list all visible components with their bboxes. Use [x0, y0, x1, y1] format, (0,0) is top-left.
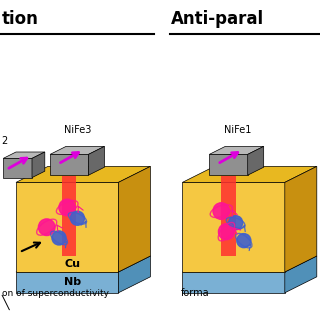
Text: Nb: Nb — [64, 277, 81, 287]
Polygon shape — [209, 155, 248, 175]
Circle shape — [52, 231, 66, 245]
Polygon shape — [88, 147, 104, 175]
Polygon shape — [50, 155, 88, 175]
Text: NiFe3: NiFe3 — [64, 125, 91, 135]
Circle shape — [59, 199, 76, 216]
Text: Cu: Cu — [64, 259, 80, 269]
Polygon shape — [3, 152, 45, 158]
Polygon shape — [16, 272, 118, 293]
Text: forma: forma — [181, 288, 209, 298]
Polygon shape — [182, 182, 285, 272]
Text: Anti-paral: Anti-paral — [171, 10, 264, 28]
Polygon shape — [248, 147, 264, 175]
Polygon shape — [118, 256, 150, 293]
Polygon shape — [16, 182, 118, 272]
Polygon shape — [285, 166, 317, 272]
Circle shape — [70, 211, 84, 225]
Circle shape — [213, 203, 230, 220]
Polygon shape — [62, 176, 76, 256]
Polygon shape — [50, 147, 104, 155]
Polygon shape — [16, 256, 150, 272]
Circle shape — [38, 219, 55, 236]
Polygon shape — [182, 272, 285, 293]
Polygon shape — [3, 158, 32, 178]
Polygon shape — [118, 166, 150, 272]
Polygon shape — [32, 152, 45, 178]
Polygon shape — [209, 147, 264, 155]
Circle shape — [237, 234, 251, 248]
Circle shape — [228, 216, 243, 230]
Text: NiFe1: NiFe1 — [224, 125, 252, 135]
Polygon shape — [182, 256, 317, 272]
Text: on of superconductivity: on of superconductivity — [2, 289, 108, 298]
Polygon shape — [182, 166, 317, 182]
Polygon shape — [221, 176, 236, 256]
Polygon shape — [16, 166, 150, 182]
Polygon shape — [285, 256, 317, 293]
Circle shape — [219, 224, 235, 240]
Text: ╲: ╲ — [2, 295, 9, 310]
Text: tion: tion — [2, 10, 38, 28]
Text: 2: 2 — [2, 136, 8, 146]
